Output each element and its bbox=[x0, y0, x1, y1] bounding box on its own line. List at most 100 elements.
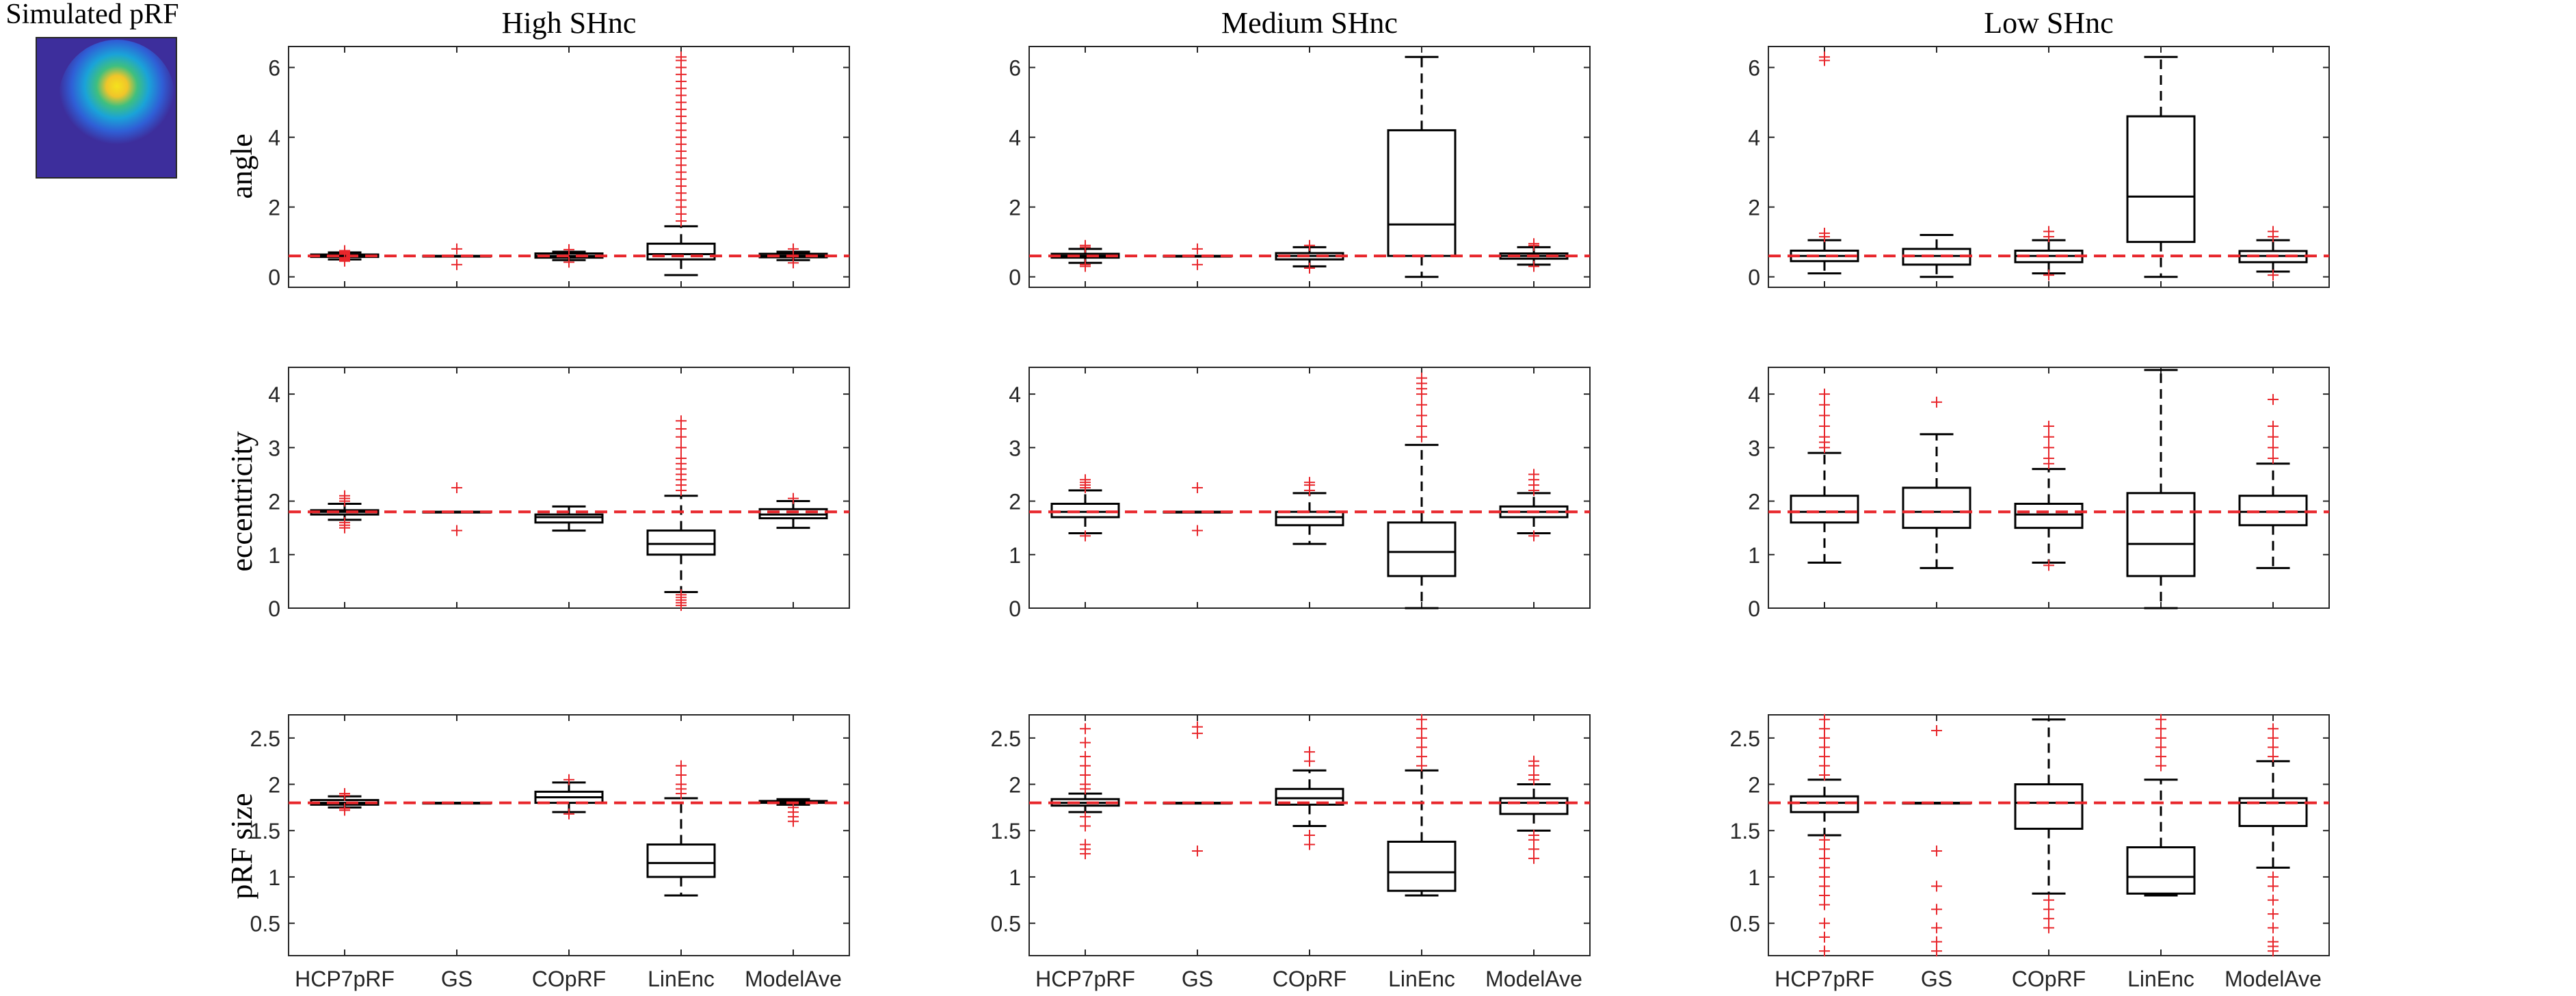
x-tick-label: ModelAve bbox=[1485, 967, 1582, 991]
outlier-marker bbox=[1931, 846, 1942, 857]
inset-title: Simulated pRF bbox=[5, 0, 178, 30]
outlier-marker bbox=[1304, 477, 1315, 488]
outlier-marker bbox=[451, 482, 462, 493]
outlier-marker bbox=[1080, 778, 1091, 790]
iqr-box bbox=[1790, 795, 1859, 813]
outlier-marker bbox=[788, 493, 799, 504]
outlier-marker bbox=[1080, 811, 1091, 822]
y-tick-label: 6 bbox=[1748, 56, 1760, 81]
y-tick-label: 1 bbox=[1748, 865, 1760, 890]
y-tick-label: 2 bbox=[268, 196, 280, 220]
outlier-marker bbox=[1528, 238, 1539, 250]
outlier-marker bbox=[563, 257, 574, 268]
outlier-marker bbox=[1192, 482, 1203, 493]
outlier-marker bbox=[1080, 770, 1091, 781]
outlier-marker bbox=[2268, 393, 2279, 405]
outlier-marker bbox=[2155, 732, 2166, 744]
outlier-marker bbox=[1416, 723, 1427, 735]
x-tick-label: LinEnc bbox=[648, 967, 715, 991]
x-tick-label: COpRF bbox=[2012, 967, 2086, 991]
y-tick-label: 1 bbox=[268, 865, 280, 890]
y-tick-label: 0 bbox=[1009, 597, 1021, 621]
outlier-marker bbox=[1528, 261, 1539, 272]
outlier-marker bbox=[2268, 421, 2279, 432]
x-tick-label: HCP7pRF bbox=[295, 967, 395, 991]
row-label-eccentricity: eccentricity bbox=[225, 431, 258, 571]
outlier-marker bbox=[1931, 725, 1942, 737]
outlier-marker bbox=[563, 808, 574, 820]
x-tick-label: GS bbox=[1182, 967, 1213, 991]
boxplot-panel-8: 0.5 1 1.5 2 2.5 HCP7pRF GS COpRF LinEnc ModelAve bbox=[991, 713, 1591, 991]
box-linenc bbox=[1387, 713, 1457, 897]
outlier-marker bbox=[676, 452, 687, 464]
outlier-marker bbox=[2043, 913, 2054, 924]
simulated-prf-inset: Simulated pRF bbox=[5, 0, 179, 179]
outlier-marker bbox=[2043, 270, 2054, 281]
outlier-marker bbox=[1931, 945, 1942, 957]
outlier-marker bbox=[1416, 372, 1427, 384]
outlier-marker bbox=[1416, 399, 1427, 410]
y-tick-label: 2.5 bbox=[991, 726, 1021, 751]
outlier-marker bbox=[1819, 945, 1830, 957]
outlier-marker bbox=[1304, 839, 1315, 850]
outlier-marker bbox=[676, 415, 687, 427]
outlier-marker bbox=[1819, 917, 1830, 929]
iqr-box bbox=[2126, 115, 2196, 244]
outlier-marker bbox=[2043, 442, 2054, 454]
outlier-marker bbox=[1192, 846, 1203, 857]
iqr-box bbox=[1387, 840, 1457, 892]
outlier-marker bbox=[1819, 742, 1830, 753]
outlier-marker bbox=[2155, 742, 2166, 753]
outlier-marker bbox=[2043, 421, 2054, 432]
y-tick-label: 0.5 bbox=[991, 912, 1021, 936]
outlier-marker bbox=[1819, 431, 1830, 443]
y-tick-label: 2 bbox=[1009, 196, 1021, 220]
iqr-box bbox=[1790, 495, 1859, 524]
outlier-marker bbox=[1819, 389, 1830, 400]
x-tick-label: GS bbox=[1921, 967, 1952, 991]
y-tick-label: 1 bbox=[1009, 543, 1021, 568]
outlier-marker bbox=[788, 243, 799, 254]
outlier-marker bbox=[339, 245, 350, 257]
outlier-marker bbox=[788, 257, 799, 269]
outlier-marker bbox=[1819, 399, 1830, 410]
iqr-box bbox=[1275, 787, 1344, 806]
prf-heatmap-blob bbox=[59, 40, 175, 156]
outlier-marker bbox=[1528, 755, 1539, 767]
outlier-marker bbox=[1819, 862, 1830, 874]
outlier-marker bbox=[339, 516, 350, 528]
box-modelave bbox=[758, 493, 828, 529]
y-tick-label: 1 bbox=[1748, 543, 1760, 568]
y-tick-label: 4 bbox=[1009, 126, 1021, 150]
outlier-marker bbox=[2268, 880, 2279, 892]
x-tick-label: COpRF bbox=[532, 967, 606, 991]
outlier-marker bbox=[1080, 259, 1091, 270]
x-tick-label: HCP7pRF bbox=[1775, 967, 1874, 991]
iqr-box bbox=[646, 843, 716, 878]
outlier-marker bbox=[1819, 723, 1830, 735]
outlier-marker bbox=[2268, 442, 2279, 454]
outlier-marker bbox=[676, 778, 687, 790]
outlier-marker bbox=[339, 802, 350, 814]
y-tick-label: 0.5 bbox=[1730, 912, 1760, 936]
x-tick-label: LinEnc bbox=[2127, 967, 2194, 991]
outlier-marker bbox=[1192, 259, 1203, 270]
outlier-marker bbox=[1819, 852, 1830, 864]
outlier-marker bbox=[1080, 474, 1091, 486]
boxplot-panel-9: 0.5 1 1.5 2 2.5 HCP7pRF GS COpRF LinEnc ModelAve bbox=[1730, 713, 2330, 991]
y-tick-label: 4 bbox=[1009, 382, 1021, 407]
y-tick-label: 4 bbox=[1748, 126, 1760, 150]
outlier-marker bbox=[2155, 750, 2166, 762]
outlier-marker bbox=[1304, 239, 1315, 251]
x-tick-label: LinEnc bbox=[1388, 967, 1455, 991]
outlier-marker bbox=[1416, 410, 1427, 421]
column-title-medium: Medium SHnc bbox=[1221, 6, 1398, 40]
outlier-marker bbox=[2268, 894, 2279, 906]
outlier-marker bbox=[1819, 890, 1830, 901]
x-tick-label: ModelAve bbox=[745, 967, 842, 991]
box-coprf bbox=[1275, 746, 1344, 850]
outlier-marker bbox=[1819, 421, 1830, 432]
y-tick-label: 3 bbox=[268, 436, 280, 460]
outlier-marker bbox=[1192, 525, 1203, 536]
